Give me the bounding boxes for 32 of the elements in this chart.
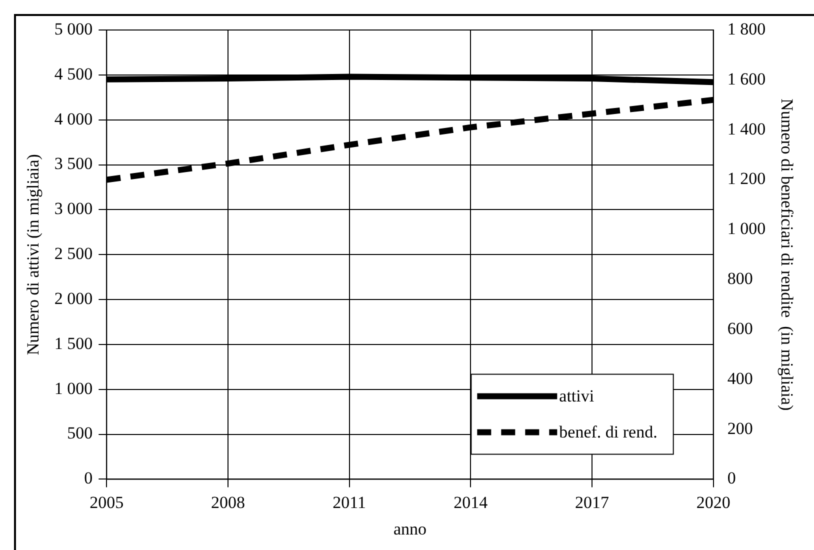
y-tick-label: 1 000 [54, 378, 93, 398]
y2-tick-label: 1 600 [727, 69, 766, 88]
y-tick-label: 3 000 [54, 199, 93, 218]
y-tick-label: 0 [84, 468, 93, 488]
y-tick-label: 3 500 [54, 154, 93, 174]
legend-label: benef. di rend. [559, 422, 658, 442]
y2-tick-label: 0 [727, 468, 736, 488]
y-tick-label: 500 [67, 424, 93, 443]
y-tick-label: 4 500 [54, 64, 93, 84]
y2-tick-label: 200 [727, 418, 753, 438]
y2-tick-label: 1 800 [727, 19, 766, 38]
x-axis-title: anno [393, 519, 427, 538]
y-tick-label: 1 500 [54, 334, 93, 353]
y-tick-label: 5 000 [54, 19, 93, 38]
y2-tick-label: 1 000 [727, 219, 766, 238]
x-tick-label: 2008 [210, 492, 245, 512]
y-tick-label: 2 500 [54, 244, 93, 264]
y2-tick-label: 800 [727, 269, 753, 288]
y2-tick-label: 600 [727, 318, 753, 338]
x-tick-label: 2011 [332, 492, 366, 512]
y2-axis-title: Numero di beneficiari di rendite (in migliaia) [777, 98, 796, 411]
y-tick-label: 2 000 [54, 288, 93, 308]
legend-label: attivi [559, 386, 594, 406]
x-tick-label: 2005 [90, 492, 124, 512]
y2-tick-label: 400 [727, 368, 753, 388]
y-axis-title: Numero di attivi (in migliaia) [24, 154, 43, 356]
y2-tick-label: 1 200 [727, 169, 766, 188]
y-tick-label: 4 000 [54, 109, 93, 128]
x-tick-label: 2020 [696, 492, 730, 512]
y2-tick-label: 1 400 [727, 119, 766, 138]
x-tick-label: 2017 [575, 492, 610, 512]
x-tick-label: 2014 [454, 492, 488, 512]
